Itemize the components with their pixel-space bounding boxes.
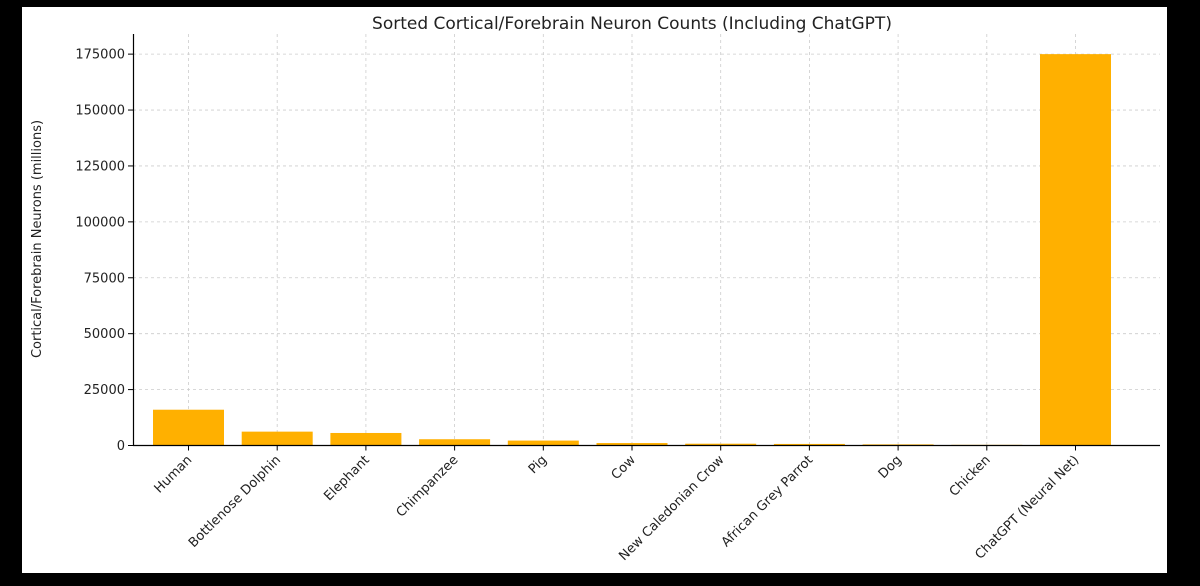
x-tick-label: Pig <box>526 453 550 477</box>
y-tick-label: 0 <box>117 439 125 454</box>
y-tick-label: 25000 <box>84 383 125 398</box>
y-tick-label: 75000 <box>84 271 125 286</box>
chart-title: Sorted Cortical/Forebrain Neuron Counts … <box>372 14 892 34</box>
y-tick-label: 175000 <box>75 48 125 63</box>
x-tick-label: Bottlenose Dolphin <box>186 453 284 551</box>
x-tick-label: Chicken <box>947 453 994 500</box>
bar-chart: 0 25000 50000 75000 100000 125000 150000 175000… <box>30 14 1160 564</box>
y-tick-labels: 0 25000 50000 75000 100000 125000 150000 175000 <box>75 48 133 454</box>
x-tick-label: Cow <box>609 452 639 482</box>
y-tick-label: 50000 <box>84 327 125 342</box>
bar-chimpanzee <box>419 439 491 446</box>
bar-bottlenose-dolphin <box>241 431 313 446</box>
bar-new-caledonian-crow <box>685 443 757 446</box>
y-axis-label: Cortical/Forebrain Neurons (millions) <box>30 120 45 358</box>
bar-layer <box>153 54 1111 446</box>
y-tick-label: 125000 <box>75 159 125 174</box>
x-tick-label: Elephant <box>321 453 372 504</box>
bar-human <box>153 409 224 446</box>
y-tick-label: 100000 <box>75 215 125 230</box>
grid-layer <box>133 34 1160 446</box>
bar-african-grey-parrot <box>773 443 845 446</box>
x-tick-label: New Caledonian Crow <box>616 452 727 563</box>
x-tick-label: African Grey Parrot <box>719 453 816 550</box>
y-tick-label: 150000 <box>75 104 125 119</box>
axis-layer <box>132 34 1160 447</box>
bar-cow <box>596 443 668 446</box>
x-tick-label: Chimpanzee <box>394 453 462 521</box>
x-tick-label: ChatGPT (Neural Net) <box>972 453 1082 563</box>
bar-chatgpt-neural-net <box>1040 54 1111 446</box>
bar-elephant <box>330 432 402 446</box>
x-tick-label: Human <box>152 453 196 497</box>
chart-frame: 0 25000 50000 75000 100000 125000 150000 175000… <box>22 7 1167 573</box>
bar-pig <box>507 440 579 446</box>
x-tick-label: Dog <box>876 453 905 482</box>
